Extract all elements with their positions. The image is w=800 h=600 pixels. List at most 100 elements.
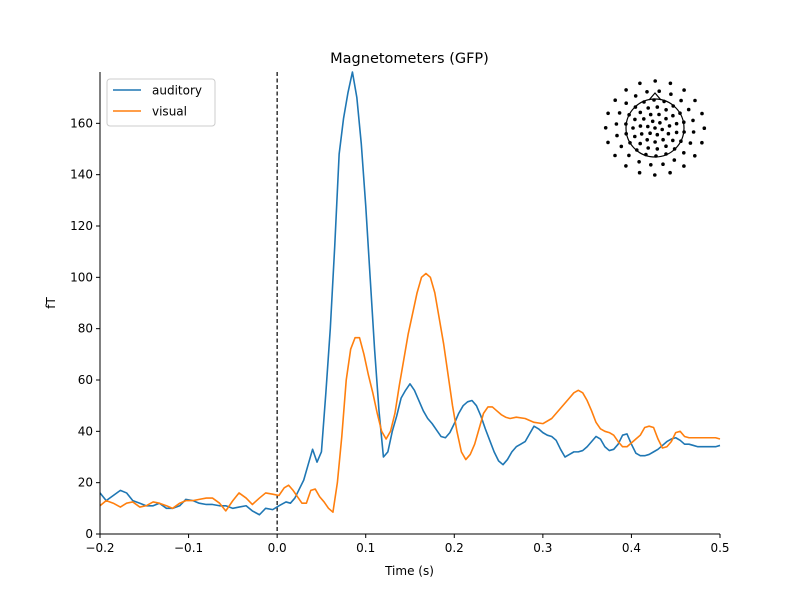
y-tick-label: 160	[70, 116, 93, 130]
y-tick-label: 140	[70, 168, 93, 182]
sensor-dot	[664, 116, 668, 121]
sensor-dot	[624, 164, 628, 168]
sensor-dot	[672, 158, 677, 162]
sensor-dot	[633, 117, 637, 122]
sensor-dot	[678, 111, 682, 115]
sensor-dot	[606, 111, 610, 116]
x-axis: −0.2 −0.1 0.0 0.1 0.2 0.3 0.4 0.5	[85, 533, 730, 555]
sensor-dot	[617, 111, 622, 115]
sensor-dot	[627, 153, 631, 158]
sensor-dot	[657, 112, 661, 117]
sensor-dot	[642, 117, 646, 121]
sensor-dot	[674, 130, 679, 135]
sensor-dot	[635, 148, 639, 152]
sensor-dot	[691, 130, 696, 134]
sensor-dot	[661, 162, 665, 166]
chart-title: Magnetometers (GFP)	[330, 51, 489, 67]
sensor-dot	[646, 146, 650, 150]
x-tick-label: 0.1	[356, 541, 375, 555]
sensor-dot	[664, 152, 668, 156]
sensor-dot	[700, 140, 704, 145]
sensor-dot	[682, 164, 686, 168]
series-line-visual	[99, 272, 721, 513]
sensor-dot	[648, 131, 652, 135]
y-tick-label: 100	[70, 270, 93, 284]
x-tick-label: −0.2	[85, 541, 114, 555]
sensor-dot	[624, 122, 628, 126]
sensor-dot	[682, 120, 686, 124]
sensor-dot	[653, 79, 657, 83]
sensor-dot	[624, 88, 628, 92]
sensor-dot	[700, 111, 704, 116]
x-tick-label: −0.1	[174, 541, 203, 555]
sensor-dot	[688, 141, 693, 145]
sensor-dot	[613, 98, 617, 102]
sensor-dot	[671, 104, 675, 108]
sensor-dot	[679, 98, 683, 103]
legend: auditory visual	[106, 78, 216, 127]
sensor-dot	[682, 130, 686, 134]
legend-label-auditory: auditory	[152, 84, 202, 98]
sensor-dot	[638, 110, 643, 115]
sensor-dot	[645, 90, 649, 94]
sensor-dot	[644, 152, 648, 157]
sensor-dot	[655, 132, 660, 137]
sensor-dot	[627, 113, 631, 117]
sensor-dot	[646, 124, 650, 129]
sensor-dot	[631, 126, 635, 130]
sensor-dot	[679, 139, 683, 143]
sensor-dot	[669, 92, 673, 96]
sensor-dot	[628, 141, 632, 145]
sensor-dot	[682, 88, 686, 92]
sensor-dot	[655, 147, 660, 151]
sensor-dot	[652, 98, 656, 102]
sensor-dot	[660, 127, 664, 132]
series-line-auditory	[99, 71, 721, 516]
sensor-dot	[653, 140, 657, 144]
sensor-dot	[664, 144, 668, 148]
y-tick-label: 80	[78, 322, 93, 336]
sensor-dot	[642, 100, 646, 104]
sensor-dot	[639, 132, 644, 136]
sensor-dot	[671, 138, 675, 143]
plot-area	[99, 71, 721, 534]
sensor-dot	[654, 154, 658, 158]
sensor-dot	[648, 112, 653, 117]
sensor-dot	[606, 140, 610, 145]
sensor-dot	[666, 131, 671, 136]
y-axis-label: fT	[44, 297, 58, 309]
sensor-dot	[637, 170, 642, 175]
sensor-dot	[661, 137, 665, 142]
y-axis: 0 20 40 60 80 100 120 140 160	[70, 72, 101, 541]
y-tick-label: 20	[78, 476, 93, 490]
sensor-dot	[615, 133, 619, 138]
y-tick-label: 60	[78, 373, 93, 387]
sensor-dot	[638, 124, 643, 128]
sensor-dot	[638, 81, 642, 86]
sensor-dot	[653, 126, 657, 130]
sensor-dot	[658, 121, 662, 125]
x-tick-label: 0.2	[445, 541, 464, 555]
head-nose	[648, 92, 662, 101]
sensor-dot	[603, 126, 608, 130]
sensor-dot	[702, 126, 707, 130]
sensor-dot	[633, 105, 638, 109]
sensor-dot	[662, 99, 666, 104]
sensor-dot	[657, 89, 661, 93]
sensor-dot	[650, 119, 655, 124]
sensor-dot	[646, 106, 650, 110]
sensor-dot	[619, 144, 624, 149]
sensor-dot	[649, 163, 653, 167]
sensor-dot	[653, 173, 657, 177]
x-tick-label: 0.3	[533, 541, 552, 555]
sensor-dot	[693, 154, 697, 158]
sensor-dot	[672, 147, 677, 151]
sensor-dot	[674, 121, 679, 126]
sensor-dot	[624, 132, 628, 136]
sensor-dot	[668, 170, 672, 175]
sensor-dot	[645, 138, 649, 142]
sensor-layout-head	[603, 79, 707, 177]
sensor-dot	[637, 160, 641, 164]
sensor-dot	[693, 98, 697, 103]
